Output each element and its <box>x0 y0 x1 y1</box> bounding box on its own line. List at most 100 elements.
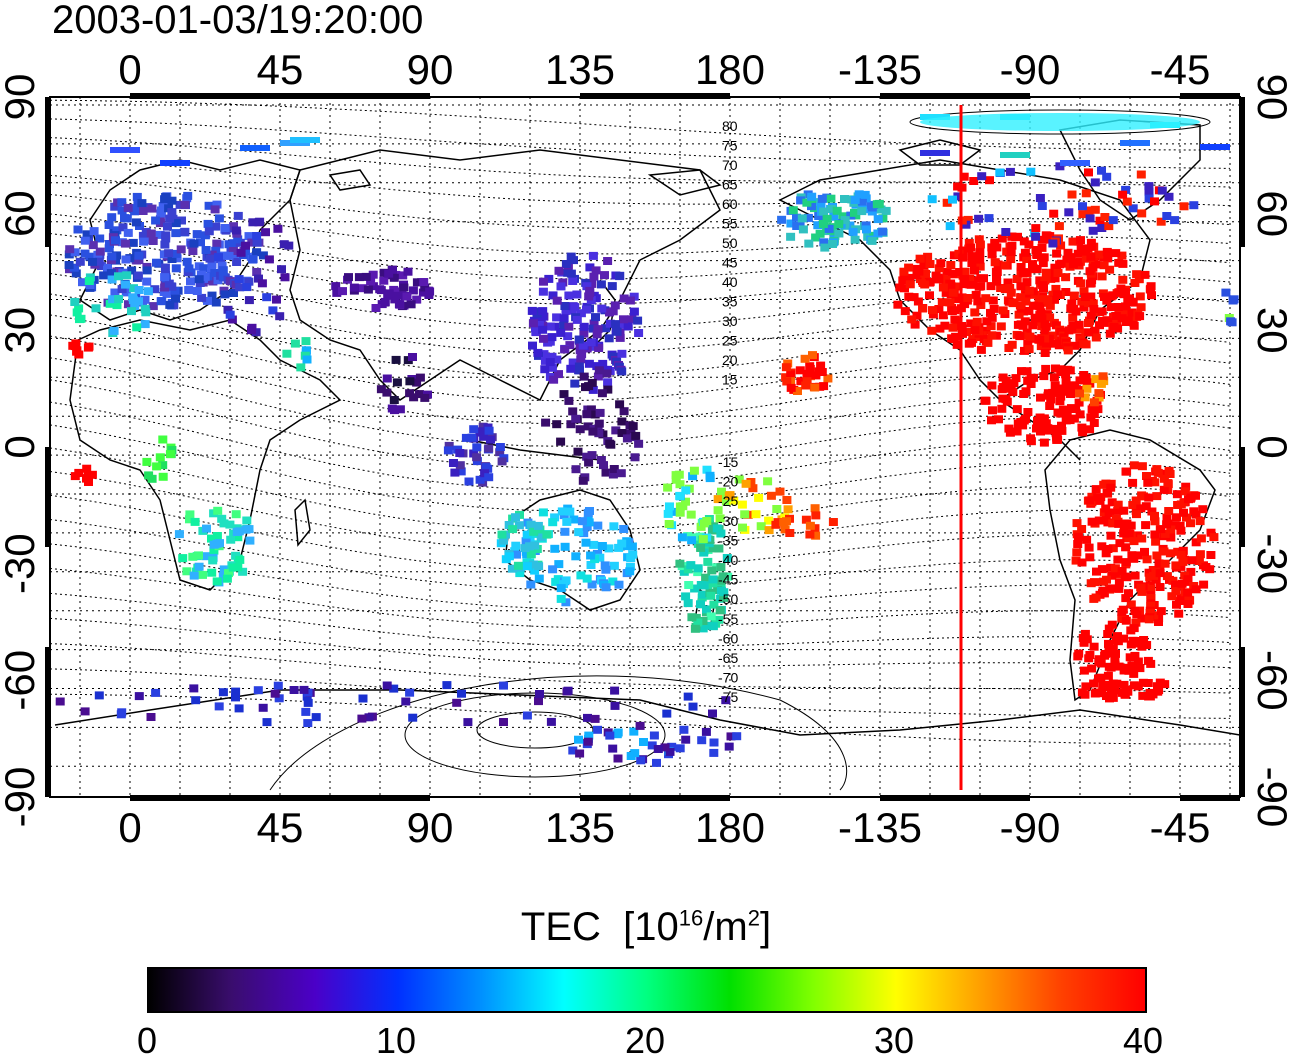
colorbar-tick-label: 30 <box>873 1020 915 1061</box>
tec-cell <box>107 252 117 261</box>
tec-cell <box>130 207 140 216</box>
tec-cell <box>1160 529 1170 538</box>
tec-cell <box>1100 651 1110 660</box>
tec-cell <box>1024 286 1034 295</box>
tec-cell <box>1098 317 1107 325</box>
tec-cell <box>998 383 1008 391</box>
tec-cell <box>1162 520 1172 529</box>
tec-cell <box>185 515 194 524</box>
tec-cell <box>977 172 987 181</box>
tec-cell <box>629 307 639 316</box>
tec-cell <box>927 326 937 335</box>
tec-cell <box>1113 555 1123 564</box>
tec-cell <box>556 594 566 603</box>
tec-cell <box>586 561 596 569</box>
tec-cell <box>110 202 120 211</box>
tec-cell <box>1026 434 1036 443</box>
tec-cell <box>578 476 588 485</box>
tec-cell <box>212 532 222 540</box>
tec-cell <box>1143 679 1153 687</box>
lat-tick-label: -30 <box>0 533 43 594</box>
tec-cell <box>107 275 117 284</box>
tec-cell <box>714 544 724 553</box>
tec-cell <box>1139 636 1149 644</box>
tec-cell <box>613 754 623 763</box>
tec-cell <box>535 690 544 698</box>
tec-cell <box>1068 237 1078 246</box>
tec-cell <box>996 322 1006 331</box>
tec-cell <box>795 366 805 375</box>
tec-cell <box>577 517 587 526</box>
tec-cell <box>235 283 245 292</box>
tec-cell <box>1052 249 1062 258</box>
tec-cell <box>104 244 114 253</box>
tec-cell <box>581 383 590 392</box>
tec-cell <box>1082 535 1092 544</box>
tec-cell <box>925 260 935 268</box>
tec-cell <box>1126 626 1136 635</box>
colorbar-tick-label: 0 <box>136 1020 158 1061</box>
tec-cell <box>533 348 543 357</box>
tec-cell <box>964 238 974 247</box>
tec-cell <box>1199 580 1209 589</box>
tec-cell <box>151 688 161 697</box>
tec-cell <box>1099 480 1109 489</box>
tec-cell <box>549 375 559 384</box>
tec-cell <box>499 536 508 545</box>
tec-cell <box>186 277 195 286</box>
tec-cell <box>224 240 234 249</box>
tec-cell <box>165 450 175 459</box>
tec-cell <box>261 228 270 237</box>
tec-cell <box>531 328 541 337</box>
tec-cell <box>104 221 114 229</box>
tec-cell <box>1049 373 1059 382</box>
tec-cell <box>511 541 521 550</box>
tec-cell <box>705 471 715 480</box>
contour-label: -20 <box>718 474 738 490</box>
tec-cell <box>967 252 977 261</box>
tec-cell <box>158 202 168 210</box>
tec-cell <box>878 227 888 236</box>
tec-cell <box>1051 321 1061 330</box>
tec-cell <box>665 747 675 756</box>
tec-cell <box>55 697 65 706</box>
tec-cell <box>608 744 618 753</box>
tec-cell <box>244 232 254 241</box>
tec-cell <box>1174 609 1184 618</box>
tec-cell <box>1117 314 1127 323</box>
tec-cell <box>80 707 90 716</box>
tec-cell <box>708 709 717 718</box>
tec-cell <box>950 306 960 315</box>
tec-cell <box>609 465 619 473</box>
tec-cell <box>148 302 158 311</box>
tec-cell <box>118 223 128 232</box>
tec-cell <box>796 377 806 386</box>
tec-cell <box>1206 528 1216 537</box>
tec-cell <box>1189 201 1199 210</box>
tec-cell <box>160 160 190 166</box>
tec-cell <box>120 239 130 248</box>
tec-cell <box>1182 513 1191 522</box>
tec-cell <box>443 446 453 455</box>
tec-cell <box>1176 550 1186 559</box>
tec-cell <box>511 513 520 522</box>
tec-cell <box>1102 692 1111 700</box>
tec-cell <box>1143 478 1153 487</box>
tec-cell <box>548 518 558 527</box>
tec-cell <box>811 531 821 540</box>
tec-cell <box>408 713 418 722</box>
tec-cell <box>848 227 858 236</box>
tec-cell <box>302 355 312 364</box>
tec-cell <box>1198 505 1208 514</box>
tec-cell <box>180 227 190 236</box>
tec-cell <box>561 576 571 585</box>
tec-cell <box>539 350 549 359</box>
tec-cell <box>819 382 829 391</box>
tec-cell <box>785 529 795 537</box>
tec-cell <box>497 530 507 539</box>
tec-cell <box>1082 384 1092 393</box>
tec-cell <box>1179 202 1189 211</box>
tec-cell <box>114 272 123 281</box>
tec-cell <box>398 271 408 280</box>
tec-cell <box>1073 249 1083 258</box>
